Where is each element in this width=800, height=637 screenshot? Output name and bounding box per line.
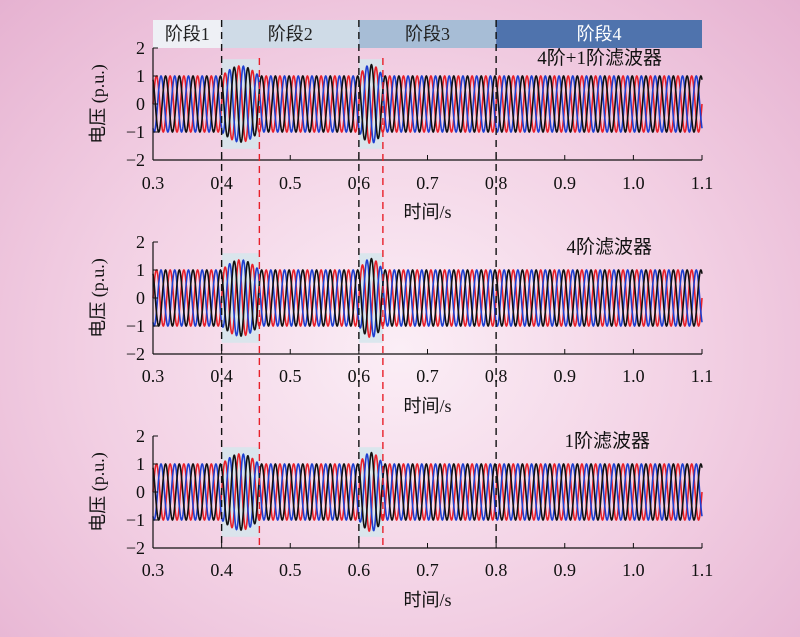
panel-title: 1阶滤波器 — [564, 430, 650, 452]
y-tick-label: 2 — [136, 426, 145, 446]
chart-panel: 2 1 0 −1 −20.3 0.4 0.5 0.6 0.7 0.8 0.9 1.0 1.1 时间/s 电压… — [88, 426, 713, 610]
x-tick-label: 1.1 — [691, 560, 714, 580]
series-line — [152, 451, 703, 532]
x-tick-label: 1.0 — [622, 173, 645, 193]
x-tick-label: 0.9 — [554, 173, 577, 193]
y-axis-label: 电压 (p.u.) — [88, 64, 109, 144]
waveforms — [152, 451, 703, 533]
series-line — [152, 63, 703, 144]
x-tick-label: 0.4 — [210, 366, 233, 386]
series-line — [152, 452, 703, 533]
y-tick-label: 1 — [136, 260, 145, 280]
stage-segment — [221, 20, 359, 48]
stage-segment — [153, 20, 222, 48]
series-line — [152, 65, 703, 144]
y-tick-label: 1 — [136, 454, 145, 474]
y-tick-label: −1 — [126, 510, 145, 530]
y-tick-label: −1 — [126, 122, 145, 142]
waveforms — [152, 63, 703, 145]
x-axis-label: 时间/s — [403, 202, 451, 222]
series-line — [152, 453, 703, 532]
x-tick-label: 1.0 — [622, 560, 645, 580]
x-tick-label: 1.0 — [622, 366, 645, 386]
y-tick-label: 1 — [136, 66, 145, 86]
x-tick-label: 0.8 — [485, 366, 508, 386]
series-line — [152, 64, 703, 145]
series-line — [152, 259, 703, 338]
chart-panel: 210−1−20.3 0.4 0.5 0.6 0.7 0.8 0.9 1.0 1.1时间/s电压… — [88, 38, 713, 222]
stage-segment — [358, 20, 497, 48]
y-tick-label: 0 — [136, 94, 145, 114]
x-tick-label: 0.9 — [554, 560, 577, 580]
y-tick-label: 0 — [136, 482, 145, 502]
series-line — [152, 258, 703, 339]
x-tick-label: 0.7 — [416, 366, 439, 386]
x-axis-label: 时间/s — [403, 590, 451, 610]
x-tick-label: 0.8 — [485, 560, 508, 580]
y-tick-label: −2 — [126, 344, 145, 364]
y-axis-label: 电压 (p.u.) — [88, 258, 109, 338]
y-tick-label: −1 — [126, 316, 145, 336]
x-tick-label: 0.7 — [416, 173, 439, 193]
dashed-lines — [220, 20, 497, 548]
chart-panel: 2 1 0 −1 −20.3 0.4 0.5 0.6 0.7 0.8 0.9 1.0 1.1 时间/s 电压… — [88, 232, 713, 416]
x-tick-label: 0.6 — [348, 560, 371, 580]
stage-segment — [496, 20, 702, 48]
panel-title: 4阶滤波器 — [566, 236, 652, 258]
x-tick-label: 0.5 — [279, 366, 302, 386]
stage-label: 阶段4 — [577, 24, 622, 44]
y-axis-label: 电压 (p.u.) — [88, 452, 109, 532]
stage-label: 阶段2 — [268, 24, 313, 44]
y-tick-label: −2 — [126, 150, 145, 170]
x-tick-label: 1.1 — [691, 366, 714, 386]
x-tick-label: 0.5 — [279, 173, 302, 193]
stage-label: 阶段1 — [165, 24, 210, 44]
x-tick-label: 0.3 — [142, 366, 165, 386]
panel-title: 4阶+1阶滤波器 — [537, 47, 662, 69]
waveforms — [152, 257, 703, 339]
y-tick-label: 0 — [136, 288, 145, 308]
x-tick-label: 1.1 — [691, 173, 714, 193]
series-line — [152, 257, 703, 338]
x-tick-label: 0.5 — [279, 560, 302, 580]
y-tick-label: 2 — [136, 38, 145, 58]
x-tick-label: 0.9 — [554, 366, 577, 386]
x-tick-label: 0.4 — [210, 560, 233, 580]
x-tick-label: 0.3 — [142, 560, 165, 580]
x-tick-label: 0.7 — [416, 560, 439, 580]
y-tick-label: −2 — [126, 538, 145, 558]
stage-label: 阶段3 — [405, 24, 450, 44]
x-tick-label: 0.3 — [142, 173, 165, 193]
y-tick-label: 2 — [136, 232, 145, 252]
x-tick-label: 0.6 — [348, 366, 371, 386]
stage-bar: 阶段1 阶段2 阶段3 阶段4 — [153, 20, 702, 48]
x-axis-label: 时间/s — [403, 396, 451, 416]
